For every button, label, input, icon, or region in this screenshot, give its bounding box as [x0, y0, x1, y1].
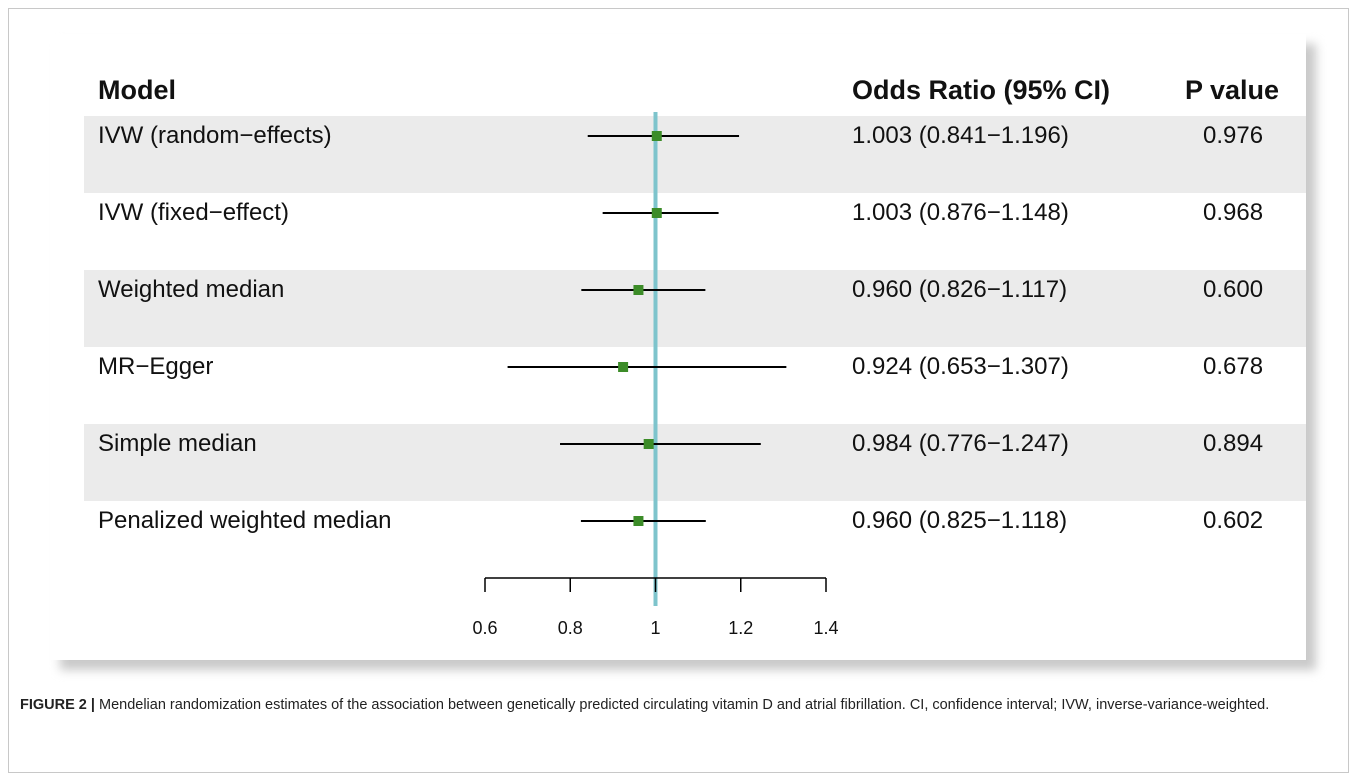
row-or-ci-text: 0.924 (0.653−1.307) — [852, 353, 1069, 380]
point-estimate — [618, 362, 629, 372]
row-stripe — [84, 116, 1306, 193]
row-or-ci-text: 0.960 (0.825−1.118) — [852, 507, 1068, 534]
row-or-ci-text: 0.960 (0.826−1.117) — [852, 276, 1068, 303]
row-p-value: 0.968 — [1203, 199, 1264, 226]
row-model-label: Simple median — [98, 430, 257, 457]
point-estimate — [633, 285, 644, 295]
row-p-value: 0.976 — [1203, 122, 1264, 149]
point-estimate — [651, 131, 662, 141]
row-p-value: 0.602 — [1203, 507, 1264, 534]
figure-caption: FIGURE 2 | Mendelian randomization estim… — [20, 694, 1340, 716]
caption-label: FIGURE 2 | — [20, 697, 95, 713]
x-tick-label: 1 — [650, 618, 660, 638]
x-tick-label: 1.2 — [728, 618, 753, 638]
row-p-value: 0.600 — [1203, 276, 1264, 303]
row-model-label: MR−Egger — [98, 353, 214, 380]
point-estimate — [651, 208, 662, 218]
header-model: Model — [98, 75, 176, 105]
row-model-label: IVW (random−effects) — [98, 122, 332, 149]
row-or-ci-text: 1.003 (0.876−1.148) — [852, 199, 1069, 226]
figure-frame — [8, 8, 1349, 773]
row-p-value: 0.894 — [1203, 430, 1264, 457]
point-estimate — [643, 439, 654, 449]
caption-text: Mendelian randomization estimates of the… — [94, 697, 1270, 713]
point-estimate — [633, 516, 644, 526]
header-odds-ratio: Odds Ratio (95% CI) — [852, 75, 1111, 105]
row-p-value: 0.678 — [1203, 353, 1264, 380]
row-stripe — [84, 270, 1306, 347]
header-p-value: P value — [1185, 75, 1280, 105]
x-tick-label: 0.8 — [558, 618, 583, 638]
row-model-label: IVW (fixed−effect) — [98, 199, 289, 226]
row-or-ci-text: 1.003 (0.841−1.196) — [852, 122, 1069, 149]
x-tick-label: 0.6 — [472, 618, 497, 638]
row-model-label: Penalized weighted median — [98, 507, 392, 534]
row-model-label: Weighted median — [98, 276, 285, 303]
row-stripe — [84, 424, 1306, 501]
row-or-ci-text: 0.984 (0.776−1.247) — [852, 430, 1069, 457]
x-tick-label: 1.4 — [813, 618, 838, 638]
